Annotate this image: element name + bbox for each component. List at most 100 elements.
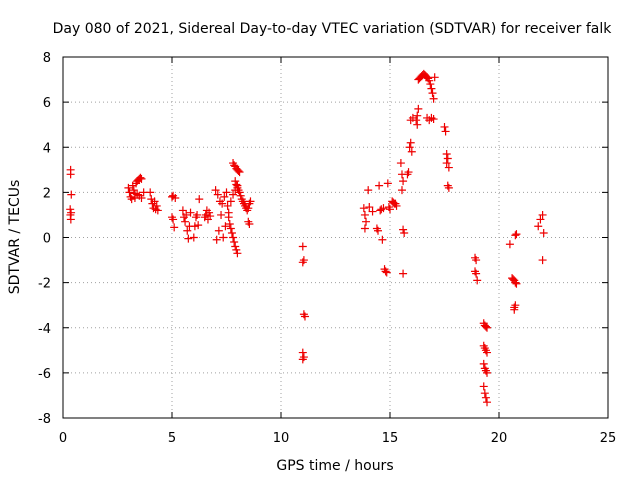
y-tick-label: -2: [38, 277, 51, 292]
data-point: [298, 258, 307, 267]
data-point: [125, 188, 134, 197]
data-point: [212, 235, 221, 244]
y-tick-label: 8: [43, 51, 51, 66]
data-point: [246, 197, 255, 206]
data-point: [66, 215, 75, 224]
chart-title: Day 080 of 2021, Sidereal Day-to-day VTE…: [53, 21, 613, 37]
data-point: [427, 84, 436, 93]
data-point: [472, 256, 481, 265]
x-axis-label: GPS time / hours: [276, 458, 393, 474]
x-tick-label: 20: [491, 431, 508, 446]
y-tick-label: -4: [38, 322, 51, 337]
data-point: [377, 205, 386, 214]
data-point: [443, 154, 452, 163]
grid: [63, 57, 608, 418]
data-point: [224, 208, 233, 217]
data-point: [178, 206, 187, 215]
data-point: [136, 173, 145, 182]
data-point: [444, 163, 453, 172]
data-point: [400, 228, 409, 237]
data-point: [483, 368, 492, 377]
data-point: [473, 276, 482, 285]
y-tick-labels: -8 -6 -4 -2 0 2 4 6 8: [38, 51, 51, 427]
data-point: [441, 127, 450, 136]
data-point: [171, 194, 180, 203]
x-tick-label: 5: [168, 431, 176, 446]
data-point: [505, 240, 514, 249]
data-point: [404, 168, 413, 177]
data-point: [512, 230, 521, 239]
data-point: [483, 348, 492, 357]
data-point: [223, 201, 232, 210]
data-point: [222, 188, 231, 197]
data-point: [430, 73, 439, 82]
data-point: [413, 111, 422, 120]
y-tick-label: 0: [43, 232, 51, 247]
data-point: [442, 150, 451, 159]
y-axis-label: SDTVAR / TECUs: [7, 180, 23, 295]
data-point: [153, 206, 162, 215]
data-point: [300, 312, 309, 321]
data-point: [298, 348, 307, 357]
data-point: [244, 204, 253, 213]
data-point: [405, 143, 414, 152]
data-point: [225, 219, 234, 228]
data-point: [184, 234, 193, 243]
data-point: [538, 210, 547, 219]
data-point: [511, 278, 520, 287]
data-point: [425, 76, 434, 85]
data-point: [481, 322, 490, 331]
data-series-sdtvar: [66, 69, 548, 407]
data-point: [383, 179, 392, 188]
data-point: [220, 192, 229, 201]
data-point: [235, 188, 244, 197]
data-point: [190, 222, 199, 231]
x-tick-label: 15: [382, 431, 399, 446]
data-point: [67, 190, 76, 199]
data-point: [378, 235, 387, 244]
data-point: [379, 204, 388, 213]
x-tick-label: 10: [273, 431, 290, 446]
data-point: [298, 355, 307, 364]
data-point: [538, 256, 547, 265]
data-point: [234, 166, 243, 175]
data-point: [129, 186, 138, 195]
data-point: [444, 183, 453, 192]
data-point: [229, 233, 238, 242]
data-point: [245, 219, 254, 228]
axis-ticks: [62, 56, 609, 419]
y-tick-label: -6: [38, 367, 51, 382]
data-point: [375, 181, 384, 190]
data-point: [440, 122, 449, 131]
data-point: [229, 190, 238, 199]
data-point: [365, 203, 374, 212]
data-point: [512, 279, 521, 288]
data-point: [219, 233, 228, 242]
data-point: [480, 389, 489, 398]
data-point: [364, 186, 373, 195]
data-point: [146, 188, 155, 197]
data-point: [374, 226, 383, 235]
data-point: [534, 222, 543, 231]
data-point: [168, 192, 176, 201]
data-point: [211, 186, 220, 195]
data-point: [235, 168, 244, 177]
data-point: [406, 138, 415, 147]
data-point: [360, 210, 369, 219]
data-point: [193, 210, 202, 219]
data-point: [226, 224, 235, 233]
data-point: [483, 398, 492, 407]
data-point: [205, 208, 214, 217]
data-point: [382, 268, 391, 277]
data-point: [479, 359, 488, 368]
data-point: [399, 269, 408, 278]
data-point: [472, 269, 481, 278]
data-point: [226, 197, 235, 206]
y-tick-label: 4: [43, 141, 51, 156]
data-point: [396, 159, 405, 168]
data-point: [195, 195, 204, 204]
data-point: [232, 180, 241, 189]
data-point: [182, 210, 191, 219]
y-tick-label: 6: [43, 96, 51, 111]
